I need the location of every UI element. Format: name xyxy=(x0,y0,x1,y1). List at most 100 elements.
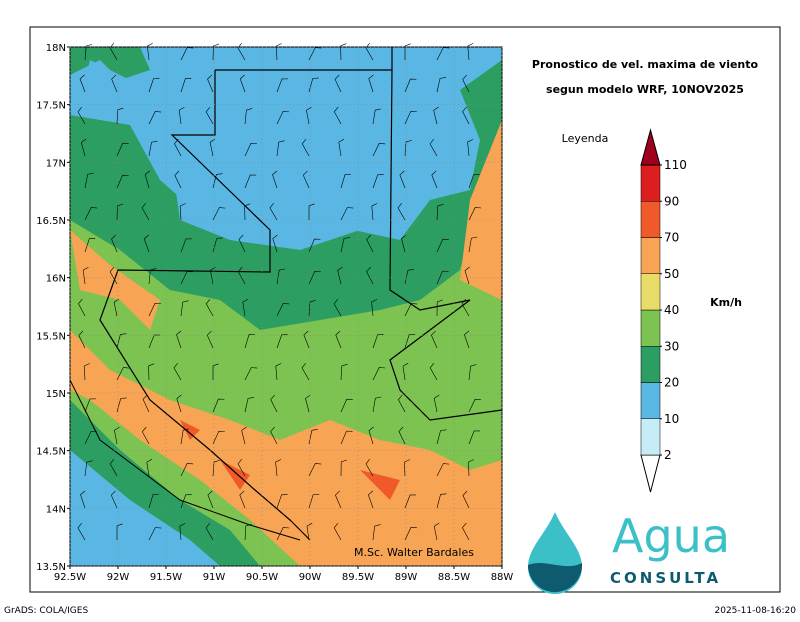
wind-barb xyxy=(468,207,482,221)
field-blue xyxy=(80,60,380,250)
wind-barb xyxy=(340,173,352,189)
wind-barb xyxy=(207,74,214,93)
lat-label: 15.5N xyxy=(36,331,66,342)
wind-barb xyxy=(468,364,477,381)
colorbar-band xyxy=(640,309,661,347)
wind-barb xyxy=(116,367,130,381)
wind-barb xyxy=(372,108,382,125)
wind-barb xyxy=(308,493,320,509)
wind-barb xyxy=(179,523,186,541)
wind-barb xyxy=(244,397,255,413)
wind-barb xyxy=(372,367,386,381)
wind-barb xyxy=(212,207,226,221)
wind-barb xyxy=(308,299,316,317)
wind-barb xyxy=(79,74,86,93)
wind-barb xyxy=(209,138,216,157)
wind-barb xyxy=(84,238,96,253)
wind-barb xyxy=(237,43,246,61)
wind-barb xyxy=(206,330,214,349)
lon-label: 92.5W xyxy=(54,572,86,583)
wind-barb xyxy=(368,74,374,93)
wind-barb xyxy=(113,298,120,317)
lon-label: 91.5W xyxy=(150,572,182,583)
wind-barb xyxy=(212,459,220,477)
wind-barb xyxy=(237,459,246,477)
wind-barb xyxy=(179,203,186,221)
logo-word: Agua xyxy=(612,509,730,563)
wind-barb xyxy=(468,174,480,189)
wind-barb xyxy=(180,78,192,93)
wind-barb xyxy=(399,170,406,189)
wind-barb xyxy=(141,203,150,221)
wind-barb xyxy=(180,428,190,445)
field-high xyxy=(140,360,280,430)
colorbar-band xyxy=(640,237,661,274)
wind-barb xyxy=(468,459,474,477)
wind-barb xyxy=(84,207,98,221)
wind-barb xyxy=(180,463,194,477)
wind-barb xyxy=(333,299,342,317)
wind-barb xyxy=(84,172,94,189)
wind-barb xyxy=(340,398,353,413)
wind-barb xyxy=(404,459,411,477)
wind-barb xyxy=(431,170,438,189)
logo-subword: CONSULTA xyxy=(610,569,721,587)
legend-level: 10 xyxy=(664,412,679,426)
wind-barb xyxy=(398,426,406,445)
wind-barb xyxy=(340,207,354,221)
wind-barb xyxy=(275,43,282,61)
wind-barb xyxy=(143,234,150,253)
wind-barb xyxy=(338,138,345,157)
wind-barb xyxy=(340,430,353,445)
wind-barb xyxy=(77,523,86,541)
lat-label: 16.5N xyxy=(36,216,66,227)
wind-barb xyxy=(116,174,129,189)
wind-barb xyxy=(212,43,220,61)
lat-label: 15N xyxy=(46,389,66,400)
wind-barb xyxy=(244,143,257,157)
wind-barb xyxy=(301,138,310,157)
wind-barb xyxy=(467,139,474,157)
wind-barb xyxy=(372,524,381,541)
wind-barbs xyxy=(77,42,482,541)
wind-barb xyxy=(436,270,449,285)
wind-barb xyxy=(306,522,313,541)
wind-barb xyxy=(144,170,151,189)
wind-barb xyxy=(174,138,182,157)
wind-barb xyxy=(111,74,118,93)
wind-barb xyxy=(109,266,118,285)
legend-level: 70 xyxy=(664,231,679,245)
lat-label: 14N xyxy=(46,504,66,515)
wind-barb xyxy=(367,490,374,509)
wind-barb xyxy=(148,111,162,125)
wind-barb xyxy=(142,394,150,413)
wind-barb xyxy=(340,363,348,381)
wind-barb xyxy=(244,367,258,381)
wind-barb xyxy=(80,138,87,157)
wind-barb xyxy=(337,266,343,285)
wind-barb xyxy=(84,431,98,445)
wind-barb xyxy=(404,527,418,541)
wind-barb xyxy=(276,78,288,93)
wind-barb xyxy=(109,42,118,61)
colorbar: 2 10 20 30 40 50 70 90 110 xyxy=(640,128,687,493)
wind-barb xyxy=(180,494,192,509)
wind-barb xyxy=(436,463,450,477)
wind-barb xyxy=(308,238,321,253)
wind-barb xyxy=(433,394,440,413)
wind-barb xyxy=(83,363,90,381)
wind-barb xyxy=(335,490,342,509)
wind-barb xyxy=(333,522,342,541)
wind-barb xyxy=(180,271,194,285)
wind-barb xyxy=(431,330,438,349)
map xyxy=(69,42,503,567)
borders xyxy=(69,47,503,541)
wind-barb xyxy=(244,333,256,349)
wind-barb xyxy=(82,266,89,285)
wind-barb xyxy=(276,494,288,509)
wind-barb xyxy=(397,394,406,413)
wind-barb xyxy=(468,236,478,253)
lat-label: 13.5N xyxy=(36,562,66,573)
wind-barb xyxy=(401,234,407,253)
wind-barb xyxy=(429,139,438,157)
